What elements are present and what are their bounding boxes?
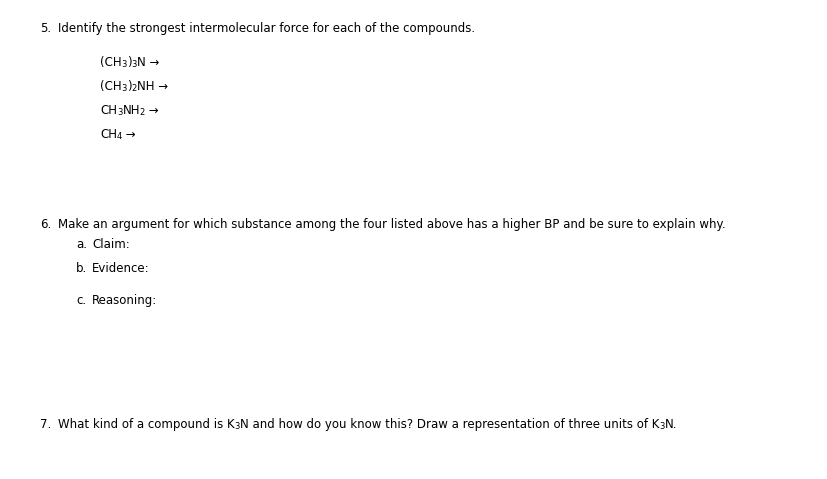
Text: 3: 3 xyxy=(131,60,136,69)
Text: Make an argument for which substance among the four listed above has a higher BP: Make an argument for which substance amo… xyxy=(58,218,724,231)
Text: NH: NH xyxy=(122,104,140,117)
Text: 2: 2 xyxy=(140,108,145,117)
Text: Evidence:: Evidence: xyxy=(92,262,150,275)
Text: 4: 4 xyxy=(117,132,122,141)
Text: What kind of a compound is K: What kind of a compound is K xyxy=(58,418,234,431)
Text: 6.: 6. xyxy=(40,218,51,231)
Text: CH: CH xyxy=(100,128,117,141)
Text: 2: 2 xyxy=(131,84,136,93)
Text: (CH: (CH xyxy=(100,80,122,93)
Text: c.: c. xyxy=(76,294,86,307)
Text: 5.: 5. xyxy=(40,22,51,35)
Text: →: → xyxy=(145,104,159,117)
Text: Reasoning:: Reasoning: xyxy=(92,294,157,307)
Text: CH: CH xyxy=(100,104,117,117)
Text: →: → xyxy=(122,128,136,141)
Text: b.: b. xyxy=(76,262,87,275)
Text: Claim:: Claim: xyxy=(92,238,130,251)
Text: NH →: NH → xyxy=(136,80,168,93)
Text: (CH: (CH xyxy=(100,56,122,69)
Text: 7.: 7. xyxy=(40,418,51,431)
Text: 3: 3 xyxy=(117,108,122,117)
Text: a.: a. xyxy=(76,238,87,251)
Text: N →: N → xyxy=(136,56,159,69)
Text: N.: N. xyxy=(664,418,676,431)
Text: N and how do you know this? Draw a representation of three units of K: N and how do you know this? Draw a repre… xyxy=(240,418,658,431)
Text: ): ) xyxy=(127,56,131,69)
Text: ): ) xyxy=(127,80,131,93)
Text: 3: 3 xyxy=(122,60,127,69)
Text: 3: 3 xyxy=(234,422,240,431)
Text: 3: 3 xyxy=(658,422,664,431)
Text: 3: 3 xyxy=(122,84,127,93)
Text: Identify the strongest intermolecular force for each of the compounds.: Identify the strongest intermolecular fo… xyxy=(58,22,475,35)
